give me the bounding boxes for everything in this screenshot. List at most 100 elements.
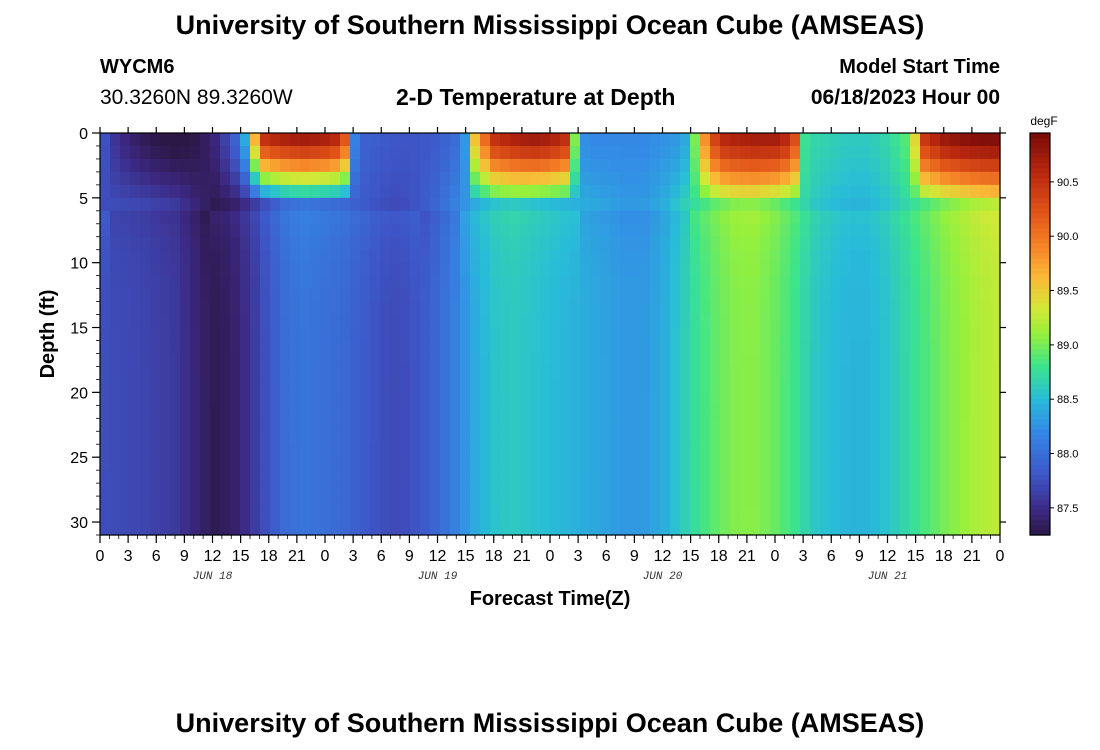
heatmap-cell	[110, 327, 121, 342]
heatmap-cell	[930, 405, 941, 419]
heatmap-cell	[190, 314, 201, 329]
heatmap-cell	[460, 522, 471, 536]
heatmap-cell	[140, 314, 151, 329]
heatmap-cell	[540, 301, 551, 316]
heatmap-cell	[190, 496, 201, 510]
heatmap-cell	[310, 496, 321, 510]
heatmap-cell	[490, 249, 501, 264]
date-label: JUN 20	[643, 571, 683, 583]
heatmap-cell	[540, 145, 551, 160]
heatmap-cell	[820, 405, 831, 419]
heatmap-cell	[460, 314, 471, 329]
colorbar-swatch	[1030, 133, 1050, 139]
heatmap-cell	[860, 418, 871, 432]
heatmap-cell	[670, 210, 681, 225]
heatmap-cell	[930, 236, 941, 251]
heatmap-cell	[500, 431, 511, 445]
colorbar-swatch	[1030, 404, 1050, 410]
heatmap-cell	[610, 470, 621, 484]
heatmap-cell	[180, 457, 191, 471]
heatmap-cell	[690, 431, 701, 445]
heatmap-cell	[540, 483, 551, 497]
y-tick-label: 15	[70, 321, 88, 338]
heatmap-cell	[680, 379, 691, 393]
heatmap-cell	[570, 353, 581, 368]
heatmap-cell	[490, 496, 501, 510]
heatmap-cell	[980, 405, 991, 419]
heatmap-cell	[620, 483, 631, 497]
heatmap-cell	[470, 288, 481, 303]
heatmap-cell	[160, 314, 171, 329]
heatmap-cell	[560, 236, 571, 251]
heatmap-cell	[710, 197, 721, 212]
colorbar-swatch	[1030, 394, 1050, 400]
x-tick-label: 15	[682, 548, 700, 565]
heatmap-cell	[650, 301, 661, 316]
heatmap-cell	[370, 249, 381, 264]
heatmap-cell	[190, 210, 201, 225]
heatmap-cell	[810, 353, 821, 368]
heatmap-cell	[780, 158, 791, 173]
heatmap-cell	[200, 133, 211, 147]
heatmap-cell	[570, 262, 581, 277]
heatmap-cell	[330, 133, 341, 147]
heatmap-cell	[670, 509, 681, 523]
heatmap-cell	[880, 236, 891, 251]
heatmap-cell	[210, 340, 221, 355]
heatmap-cell	[330, 184, 341, 199]
heatmap-cell	[480, 522, 491, 536]
heatmap-cell	[570, 392, 581, 406]
heatmap-cell	[790, 158, 801, 173]
heatmap-cell	[710, 470, 721, 484]
heatmap-cell	[780, 483, 791, 497]
heatmap-cell	[210, 262, 221, 277]
heatmap-cell	[190, 133, 201, 147]
heatmap-cell	[200, 353, 211, 368]
heatmap-cell	[230, 483, 241, 497]
heatmap-cell	[290, 301, 301, 316]
heatmap-cell	[750, 366, 761, 380]
heatmap-cell	[820, 314, 831, 329]
heatmap-cell	[840, 457, 851, 471]
heatmap-cell	[300, 418, 311, 432]
heatmap-cell	[740, 431, 751, 445]
heatmap-cell	[760, 470, 771, 484]
heatmap-cell	[900, 496, 911, 510]
heatmap-cell	[610, 145, 621, 160]
heatmap-cell	[540, 158, 551, 173]
heatmap-cell	[860, 327, 871, 342]
heatmap-cell	[170, 301, 181, 316]
heatmap-cell	[840, 262, 851, 277]
heatmap-cell	[440, 223, 451, 238]
heatmap-cell	[530, 197, 541, 212]
colorbar-swatch	[1030, 459, 1050, 466]
heatmap-cell	[110, 457, 121, 471]
heatmap-cell	[950, 262, 961, 277]
heatmap-cell	[730, 444, 741, 458]
heatmap-cell	[170, 314, 181, 329]
heatmap-cell	[940, 301, 951, 316]
heatmap-cell	[320, 522, 331, 536]
colorbar-swatch	[1030, 268, 1050, 275]
heatmap-cell	[550, 314, 561, 329]
heatmap-cell	[970, 522, 981, 536]
heatmap-cell	[490, 340, 501, 355]
heatmap-cell	[360, 444, 371, 458]
heatmap-cell	[950, 223, 961, 238]
heatmap-cell	[320, 483, 331, 497]
heatmap-cell	[590, 457, 601, 471]
heatmap-cell	[690, 171, 701, 186]
heatmap-cell	[450, 366, 461, 380]
heatmap-cell	[100, 522, 111, 536]
heatmap-cell	[600, 327, 611, 342]
heatmap-cell	[970, 171, 981, 186]
heatmap-cell	[810, 184, 821, 199]
heatmap-cell	[640, 314, 651, 329]
heatmap-cell	[450, 405, 461, 419]
heatmap-cell	[440, 496, 451, 510]
heatmap-cell	[690, 145, 701, 160]
heatmap-cell	[380, 249, 391, 264]
heatmap-cell	[830, 288, 841, 303]
heatmap-cell	[900, 197, 911, 212]
heatmap-cell	[300, 275, 311, 290]
